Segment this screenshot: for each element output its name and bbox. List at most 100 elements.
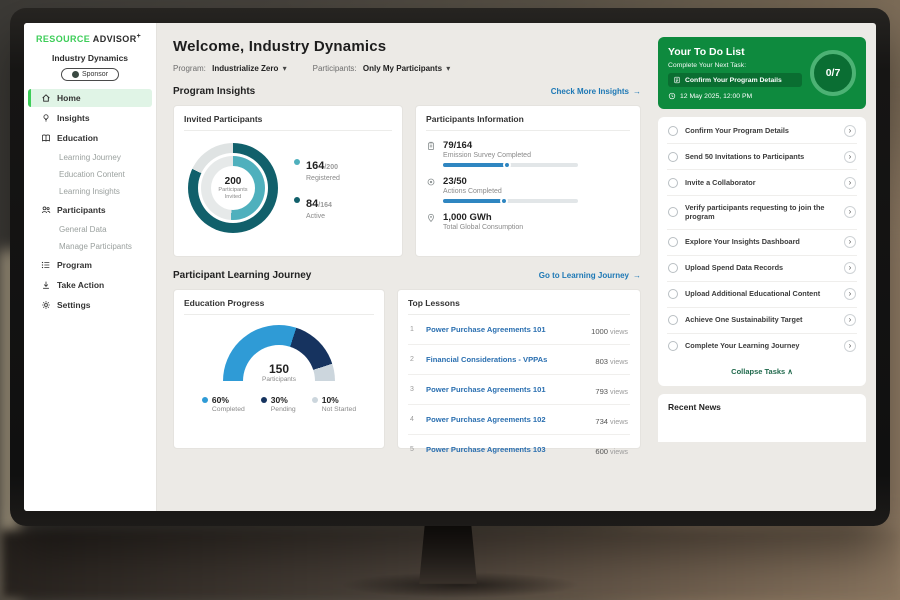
task-checkbox[interactable] — [668, 125, 678, 136]
people-icon — [41, 206, 51, 214]
task-row[interactable]: Confirm Your Program Details › — [667, 118, 857, 144]
lesson-row: 5 Power Purchase Agreements 103 600 views — [410, 445, 628, 456]
legend-pending: 30% Pending — [260, 395, 296, 413]
next-task-pill[interactable]: Confirm Your Program Details — [668, 73, 802, 87]
check-more-insights-link[interactable]: Check More Insights → — [550, 87, 641, 96]
donut-legend: 164/200 Registered 84/164 Active — [294, 156, 340, 220]
task-chevron[interactable]: › — [844, 206, 856, 219]
sidebar-item-learning-insights[interactable]: Learning Insights — [59, 186, 120, 196]
insights-cards: Invited Participants 200 Participants In… — [173, 105, 641, 257]
task-checkbox[interactable] — [668, 237, 678, 248]
participants-filter[interactable]: Participants: Only My Participants ▾ — [312, 64, 451, 73]
task-chevron[interactable]: › — [844, 124, 856, 137]
logo-plus: + — [136, 33, 142, 40]
program-filter[interactable]: Program: Industrialize Zero ▾ — [173, 64, 287, 73]
sidebar-item-participants[interactable]: Participants — [28, 201, 152, 219]
task-checkbox[interactable] — [668, 151, 678, 162]
progress-bar-actions — [443, 197, 579, 205]
task-checkbox[interactable] — [668, 315, 678, 326]
arrow-right-icon: → — [633, 87, 641, 96]
bullseye-icon — [427, 178, 435, 186]
task-row[interactable]: Verify participants requesting to join t… — [667, 196, 857, 230]
stat-emission-survey: 79/164 Emission Survey Completed — [426, 140, 630, 169]
chevron-right-icon: › — [848, 263, 852, 273]
task-chevron[interactable]: › — [844, 288, 856, 301]
education-gauge-chart: 150 Participants — [223, 325, 335, 383]
sponsor-label: Sponsor — [81, 71, 109, 78]
lesson-row: 1 Power Purchase Agreements 101 1000 view… — [408, 315, 630, 345]
lightbulb-icon — [43, 114, 49, 122]
learning-journey-header: Participant Learning Journey Go to Learn… — [173, 270, 641, 281]
legend-dot — [311, 397, 318, 403]
arrow-right-icon: → — [633, 271, 641, 280]
task-row[interactable]: Explore Your Insights Dashboard › — [667, 230, 857, 256]
chevron-right-icon: › — [848, 151, 852, 161]
sidebar: RESOURCE ADVISOR+ Industry Dynamics Spon… — [24, 23, 157, 511]
next-task-time: 12 May 2025, 12:00 PM — [668, 92, 802, 100]
legend-dot — [294, 197, 300, 203]
lesson-link[interactable]: Power Purchase Agreements 102 — [426, 415, 546, 424]
top-lessons-card: Top Lessons 1 Power Purchase Agreements … — [397, 289, 641, 456]
task-chevron[interactable]: › — [844, 150, 856, 163]
task-checkbox[interactable] — [668, 263, 678, 274]
task-checkbox[interactable] — [668, 341, 678, 352]
sidebar-item-take-action[interactable]: Take Action — [28, 276, 152, 294]
lesson-row: 3 Power Purchase Agreements 101 793 views — [408, 375, 630, 405]
monitor-stand — [419, 524, 477, 584]
education-progress-card: Education Progress 150 Participants — [173, 289, 385, 449]
task-row[interactable]: Send 50 Invitations to Participants › — [667, 144, 857, 170]
lesson-link[interactable]: Power Purchase Agreements 101 — [426, 325, 546, 334]
book-icon — [42, 134, 50, 142]
sidebar-item-insights[interactable]: Insights — [28, 109, 152, 127]
go-to-learning-journey-link[interactable]: Go to Learning Journey → — [538, 271, 641, 280]
section-title: Participant Learning Journey — [173, 270, 312, 281]
task-chevron[interactable]: › — [844, 340, 856, 353]
chevron-right-icon: › — [848, 289, 852, 299]
lesson-link[interactable]: Financial Considerations - VPPAs — [426, 355, 548, 364]
download-arrow-icon — [43, 281, 49, 289]
clock-icon — [668, 92, 676, 100]
sponsor-icon — [71, 71, 79, 78]
lesson-row: 4 Power Purchase Agreements 102 734 views — [408, 405, 630, 435]
page-title: Welcome, Industry Dynamics — [173, 38, 387, 55]
sidebar-item-education-content[interactable]: Education Content — [59, 169, 125, 179]
sidebar-item-manage-participants[interactable]: Manage Participants — [59, 241, 132, 251]
main-content: Welcome, Industry Dynamics Program: Indu… — [157, 23, 654, 511]
gauge-legend: 60% Completed 30% Pending 10% — [201, 395, 356, 413]
task-row[interactable]: Invite a Collaborator › — [667, 170, 857, 196]
sidebar-item-program[interactable]: Program — [28, 256, 152, 274]
task-row[interactable]: Upload Spend Data Records › — [667, 256, 857, 282]
task-checkbox[interactable] — [668, 289, 678, 300]
chevron-right-icon: › — [848, 125, 852, 135]
task-checkbox[interactable] — [668, 207, 678, 218]
sidebar-item-general-data[interactable]: General Data — [59, 224, 107, 234]
todo-summary-card: Your To Do List Complete Your Next Task:… — [658, 37, 866, 109]
legend-dot — [294, 159, 300, 165]
task-checkbox[interactable] — [668, 177, 678, 188]
collapse-tasks-link[interactable]: Collapse Tasks ∧ — [731, 366, 793, 376]
progress-bar-survey — [443, 161, 579, 169]
sidebar-item-home[interactable]: Home — [28, 89, 152, 107]
stat-actions-completed: 23/50 Actions Completed — [426, 176, 630, 205]
chevron-right-icon: › — [848, 207, 852, 217]
task-row[interactable]: Upload Additional Educational Content › — [667, 282, 857, 308]
logo-secondary: ADVISOR — [92, 34, 137, 44]
task-row[interactable]: Achieve One Sustainability Target › — [667, 308, 857, 334]
chevron-right-icon: › — [848, 341, 852, 351]
task-chevron[interactable]: › — [844, 176, 856, 189]
chevron-down-icon: ▾ — [282, 64, 287, 73]
sidebar-item-settings[interactable]: Settings — [28, 296, 152, 314]
lesson-link[interactable]: Power Purchase Agreements 101 — [426, 385, 546, 394]
sidebar-item-learning-journey[interactable]: Learning Journey — [59, 152, 121, 162]
sidebar-item-education[interactable]: Education — [28, 129, 152, 147]
task-row[interactable]: Complete Your Learning Journey › — [667, 334, 857, 359]
task-chevron[interactable]: › — [844, 314, 856, 327]
task-chevron[interactable]: › — [844, 262, 856, 275]
legend-completed: 60% Completed — [201, 395, 245, 413]
legend-active: 84/164 Active — [294, 194, 340, 220]
task-chevron[interactable]: › — [844, 236, 856, 249]
filter-bar: Program: Industrialize Zero ▾ Participan… — [173, 64, 641, 73]
chevron-down-icon: ▾ — [446, 64, 451, 73]
lesson-link[interactable]: Power Purchase Agreements 103 — [426, 445, 546, 454]
section-title: Program Insights — [173, 86, 256, 97]
